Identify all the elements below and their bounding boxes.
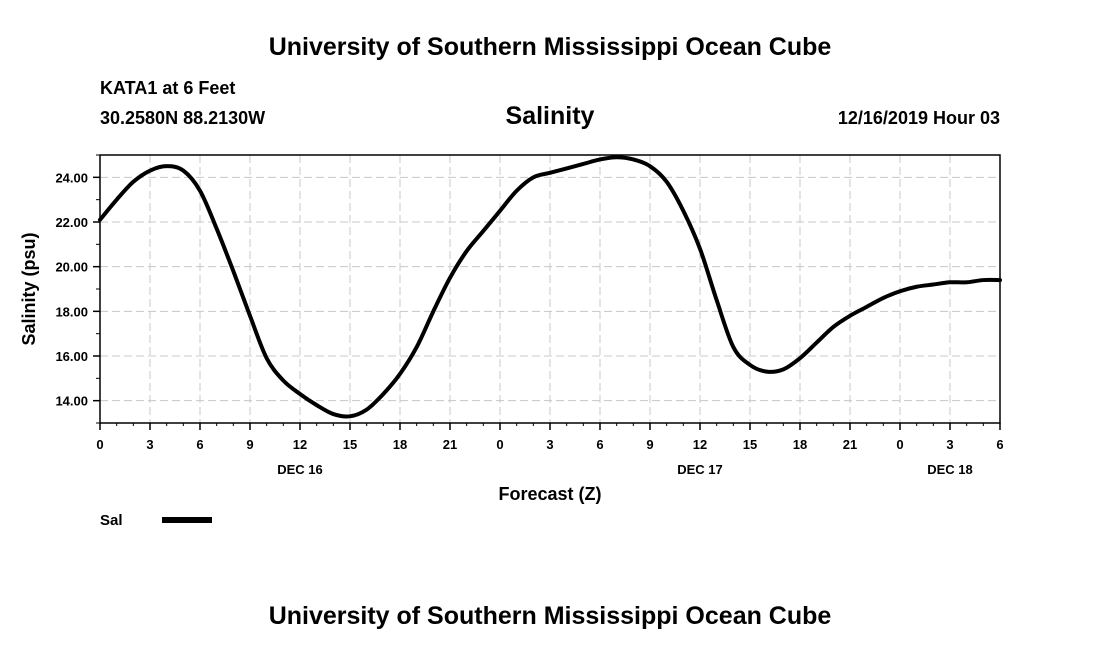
axes: 0 3 6 9 12 15 18 21 0 3 6 9 12 15 18 21 0 3 6 14.00 16.00 18.… bbox=[55, 154, 1004, 477]
x-tick-label: 9 bbox=[646, 437, 653, 452]
y-axis-label: Salinity (psu) bbox=[19, 232, 39, 345]
x-tick-label: 15 bbox=[743, 437, 757, 452]
x-tick-label: 12 bbox=[293, 437, 307, 452]
x-tick-label: 0 bbox=[896, 437, 903, 452]
x-tick-label: 3 bbox=[946, 437, 953, 452]
legend-label: Sal bbox=[100, 512, 123, 529]
top-title: University of Southern Mississippi Ocean… bbox=[269, 33, 832, 61]
x-tick-label: 0 bbox=[96, 437, 103, 452]
x-tick-label: 18 bbox=[793, 437, 807, 452]
x-tick-label: 6 bbox=[596, 437, 603, 452]
x-tick-label: 3 bbox=[146, 437, 153, 452]
x-tick-label: 3 bbox=[546, 437, 553, 452]
bottom-title: University of Southern Mississippi Ocean… bbox=[269, 602, 832, 630]
y-tick-label: 24.00 bbox=[55, 170, 88, 185]
x-tick-label: 21 bbox=[443, 437, 457, 452]
x-tick-label: 6 bbox=[196, 437, 203, 452]
x-axis-label: Forecast (Z) bbox=[498, 484, 601, 504]
x-tick-label: 6 bbox=[996, 437, 1003, 452]
y-tick-label: 20.00 bbox=[55, 260, 88, 275]
y-tick-label: 14.00 bbox=[55, 394, 88, 409]
grid bbox=[100, 155, 1000, 423]
date-label: DEC 16 bbox=[277, 462, 323, 477]
y-tick-label: 18.00 bbox=[55, 304, 88, 319]
y-tick-label: 22.00 bbox=[55, 215, 88, 230]
x-tick-label: 21 bbox=[843, 437, 857, 452]
x-tick-label: 9 bbox=[246, 437, 253, 452]
coords-label: 30.2580N 88.2130W bbox=[100, 108, 265, 128]
x-tick-label: 18 bbox=[393, 437, 407, 452]
chart-title: Salinity bbox=[506, 102, 595, 130]
x-tick-label: 12 bbox=[693, 437, 707, 452]
date-label: DEC 17 bbox=[677, 462, 723, 477]
station-label: KATA1 at 6 Feet bbox=[100, 78, 235, 98]
x-tick-label: 0 bbox=[496, 437, 503, 452]
salinity-line bbox=[98, 155, 1002, 419]
timestamp-label: 12/16/2019 Hour 03 bbox=[838, 108, 1000, 128]
date-label: DEC 18 bbox=[927, 462, 973, 477]
x-tick-label: 15 bbox=[343, 437, 357, 452]
y-tick-label: 16.00 bbox=[55, 349, 88, 364]
